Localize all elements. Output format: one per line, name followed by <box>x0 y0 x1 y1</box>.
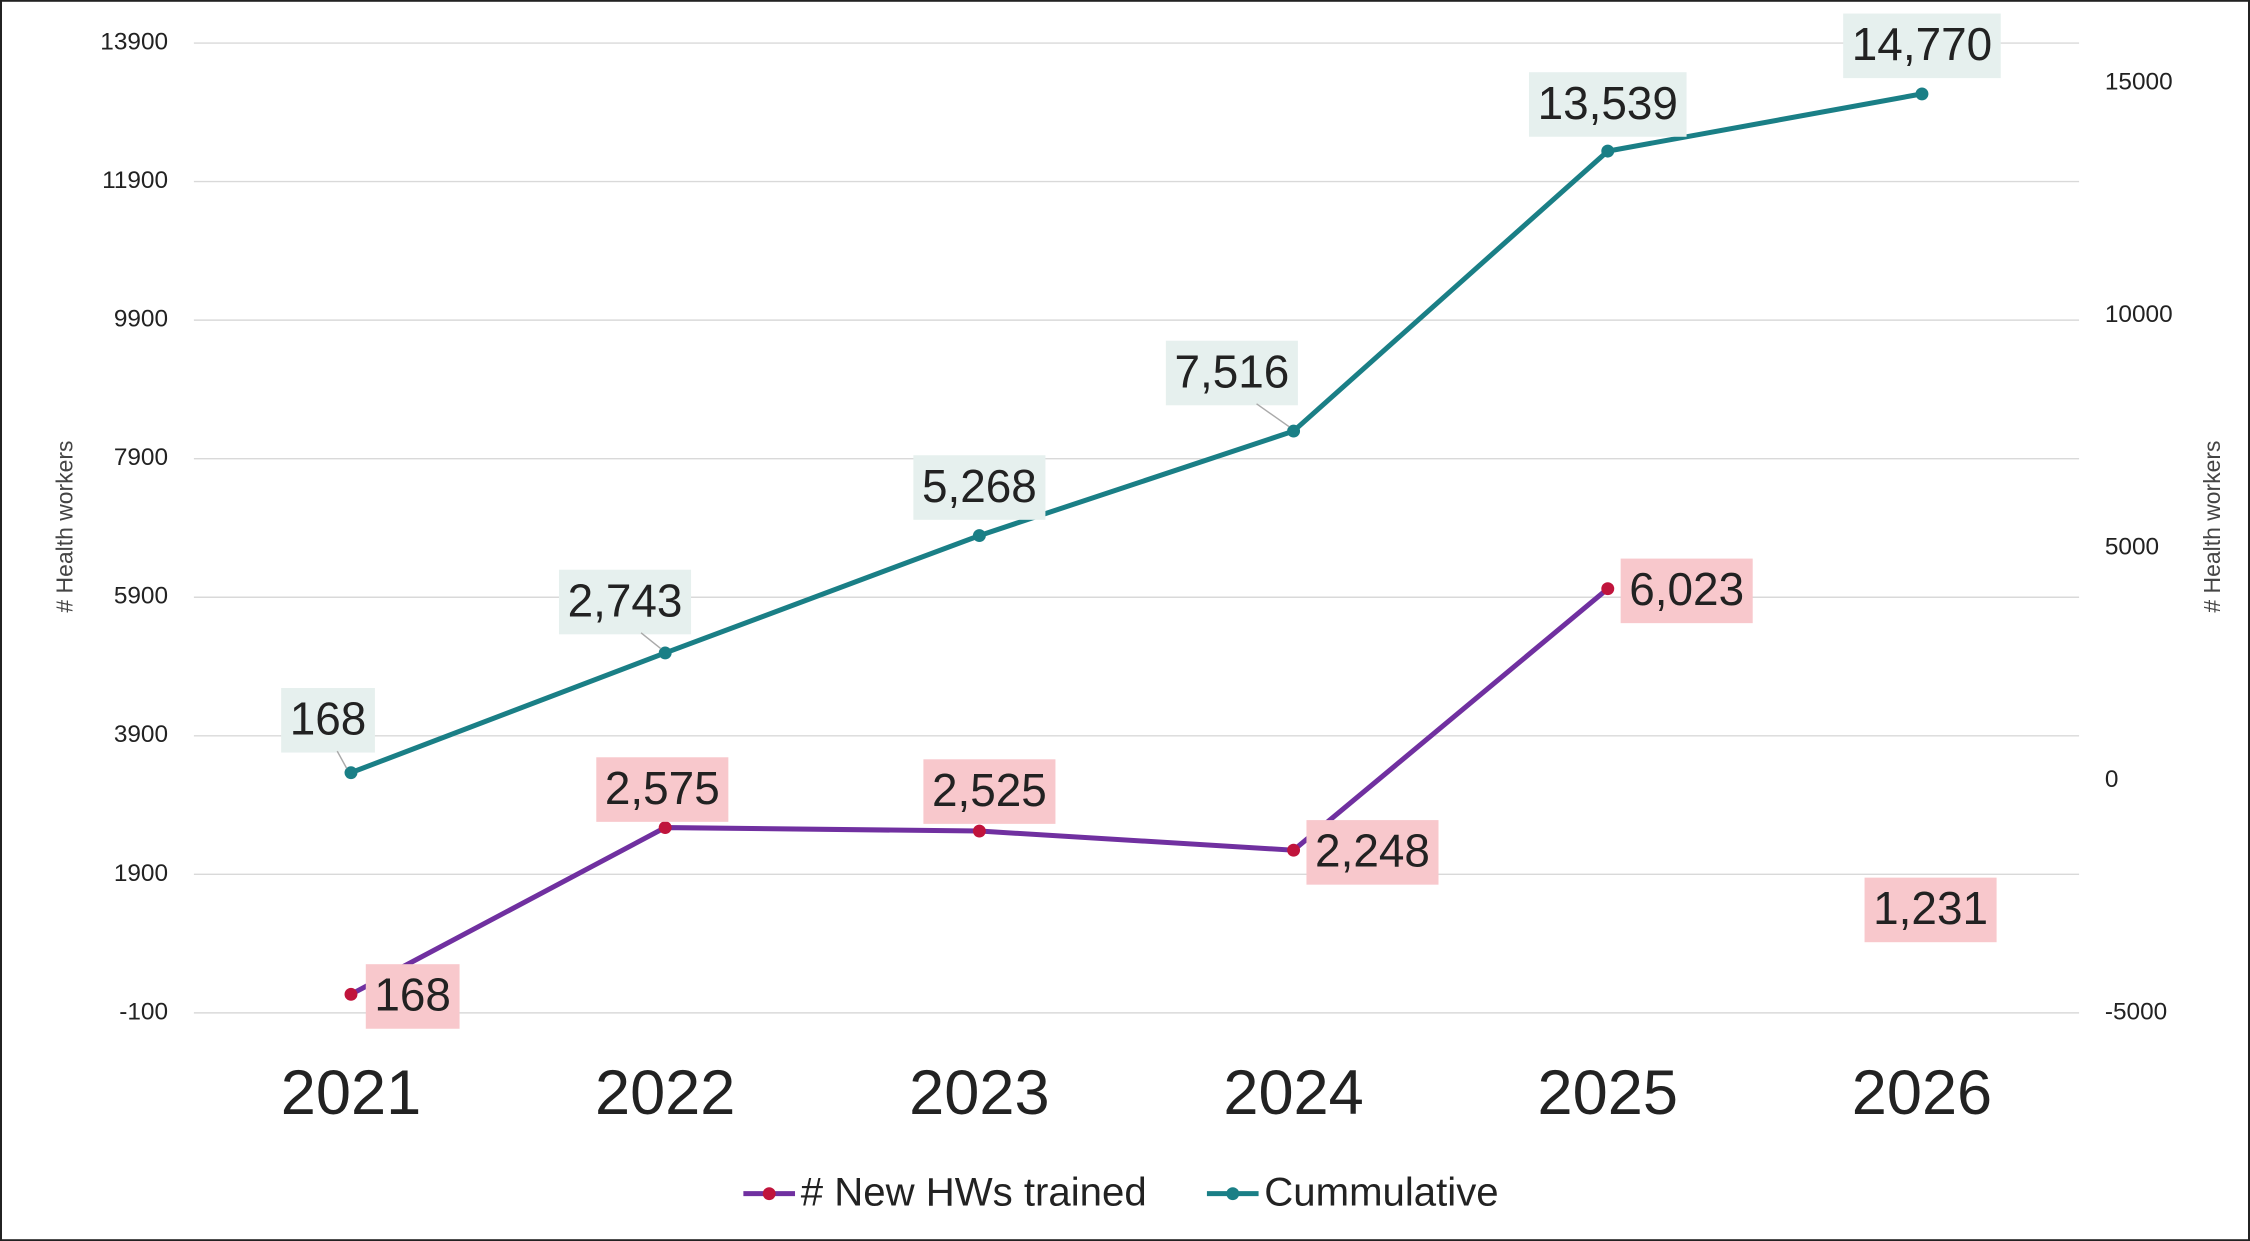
point-marker <box>1601 582 1615 596</box>
leader-line <box>640 632 662 650</box>
y2-tick-label: 5000 <box>2105 533 2159 560</box>
point-marker <box>1601 144 1615 158</box>
y-tick-label: -100 <box>119 998 168 1025</box>
y2-tick-label: -5000 <box>2105 998 2167 1025</box>
x-tick-label: 2021 <box>281 1058 421 1128</box>
y-tick-label: 9900 <box>114 306 168 333</box>
point-marker <box>972 824 986 838</box>
y2-tick-label: 15000 <box>2105 69 2173 96</box>
y-tick-label: 1900 <box>114 860 168 887</box>
legend-label: Cummulative <box>1264 1170 1498 1215</box>
data-label-text: 2,248 <box>1315 825 1430 877</box>
data-label: 2,248 <box>1306 820 1439 885</box>
y2-tick-label: 10000 <box>2105 301 2173 328</box>
x-tick-label: 2024 <box>1223 1058 1363 1128</box>
data-label-box <box>365 964 460 1029</box>
data-label: 5,268 <box>913 455 1046 520</box>
x-tick-label: 2025 <box>1538 1058 1678 1128</box>
data-label-box <box>596 757 729 822</box>
data-label-box <box>1864 877 1997 943</box>
x-tick-label: 2022 <box>595 1058 735 1128</box>
data-label: 2,743 <box>558 569 692 635</box>
data-label-box <box>1306 820 1439 885</box>
data-label: 168 <box>365 964 460 1029</box>
point-marker <box>344 766 358 780</box>
legend-marker <box>1226 1187 1240 1201</box>
data-label-text: 14,770 <box>1852 18 1992 70</box>
data-label-box <box>558 569 692 635</box>
data-label-text: 13,539 <box>1538 77 1678 129</box>
point-marker <box>658 646 672 660</box>
data-label-text: 168 <box>374 969 451 1021</box>
point-marker <box>972 529 986 543</box>
data-label-text: 5,268 <box>922 460 1037 512</box>
data-label-text: 1,231 <box>1873 882 1988 934</box>
point-marker <box>1287 843 1301 857</box>
data-label-text: 2,575 <box>605 762 720 814</box>
data-label: 14,770 <box>1843 13 2001 79</box>
series-line <box>350 91 1923 776</box>
data-label-box <box>923 759 1056 824</box>
data-label-box <box>1843 13 2001 79</box>
y2-axis-title: # Health workers <box>2199 440 2225 612</box>
legend-marker <box>762 1187 776 1201</box>
legend-label: # New HWs trained <box>801 1170 1147 1215</box>
data-label: 13,539 <box>1528 72 1687 137</box>
data-label-text: 6,023 <box>1629 563 1744 615</box>
leader-line <box>1256 403 1290 428</box>
point-marker <box>1915 87 1929 101</box>
data-label: 7,516 <box>1165 340 1298 406</box>
data-label: 1,231 <box>1864 877 1997 943</box>
y-axis-title: # Health workers <box>51 440 77 612</box>
data-label-text: 2,525 <box>932 764 1047 816</box>
point-marker <box>344 987 358 1001</box>
leader-line <box>336 750 348 769</box>
y-tick-label: 13900 <box>100 28 168 55</box>
data-label: 6,023 <box>1620 558 1753 624</box>
y-tick-label: 5900 <box>114 583 168 610</box>
data-label-text: 2,743 <box>568 574 683 626</box>
y2-tick-label: 0 <box>2105 766 2119 793</box>
data-label-box <box>1528 72 1687 137</box>
y-tick-label: 7900 <box>114 444 168 471</box>
x-tick-label: 2026 <box>1852 1058 1992 1128</box>
data-label: 2,525 <box>923 759 1056 824</box>
data-label-box <box>281 688 375 753</box>
data-label-box <box>1165 340 1298 406</box>
data-label-text: 7,516 <box>1174 345 1289 397</box>
data-label-box <box>913 455 1046 520</box>
data-label: 2,575 <box>596 757 729 822</box>
point-marker <box>1287 424 1301 438</box>
y-tick-label: 11900 <box>102 167 168 194</box>
y-tick-label: 3900 <box>114 721 168 748</box>
x-tick-label: 2023 <box>909 1058 1049 1128</box>
point-marker <box>658 821 672 835</box>
data-label-text: 168 <box>290 693 367 745</box>
data-label-box <box>1620 558 1753 624</box>
data-label: 168 <box>281 688 375 753</box>
